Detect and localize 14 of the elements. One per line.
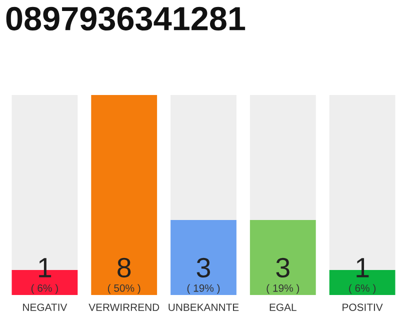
x-tick-label: NEGATIV <box>23 304 68 311</box>
annotation: ( 50% ) <box>108 284 140 294</box>
x-tick-label: VERWIRREND <box>88 304 160 311</box>
annotation: ( 6% ) <box>349 284 376 294</box>
x-tick-label: POSITIV <box>342 304 383 311</box>
data-label: 8 <box>118 258 131 278</box>
x-tick-label: EGAL <box>270 304 296 311</box>
data-label: 3 <box>196 258 210 278</box>
annotation: ( 6% ) <box>31 284 58 294</box>
x-tick-label: UNBEKANNTE <box>168 304 239 311</box>
annotation: ( 19% ) <box>266 284 300 294</box>
data-label: 3 <box>276 258 290 278</box>
chart-title: 0897936341281 <box>6 6 246 31</box>
annotation: ( 19% ) <box>187 284 220 294</box>
